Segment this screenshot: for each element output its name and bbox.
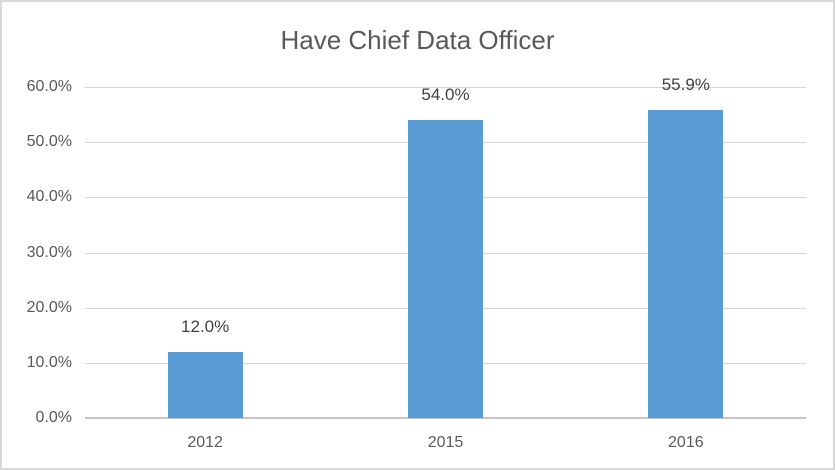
y-tick-label-20: 20.0% (26, 298, 72, 316)
bar-2015 (408, 120, 483, 418)
y-tick-label-0: 0.0% (35, 409, 72, 426)
bar-value-label-2012: 12.0% (181, 316, 230, 336)
bar-value-label-2016: 55.9% (661, 74, 710, 94)
y-tick-label-40: 40.0% (26, 188, 72, 206)
bar-value-label-2015: 54.0% (421, 85, 470, 105)
gridline-60 (85, 87, 806, 88)
x-axis-line (85, 417, 806, 419)
y-tick-label-60: 60.0% (26, 78, 72, 95)
bar-2012 (167, 351, 243, 418)
y-tick-label-50: 50.0% (26, 133, 72, 151)
bar-2016 (648, 109, 724, 418)
x-tick-label-2016: 2016 (668, 434, 704, 451)
x-tick-label-2015: 2015 (427, 434, 464, 451)
chart-title: Have Chief Data Officer (280, 25, 555, 55)
y-tick-label-10: 10.0% (26, 353, 72, 371)
y-tick-label-30: 30.0% (26, 243, 72, 261)
x-tick-label-2012: 2012 (187, 434, 223, 451)
